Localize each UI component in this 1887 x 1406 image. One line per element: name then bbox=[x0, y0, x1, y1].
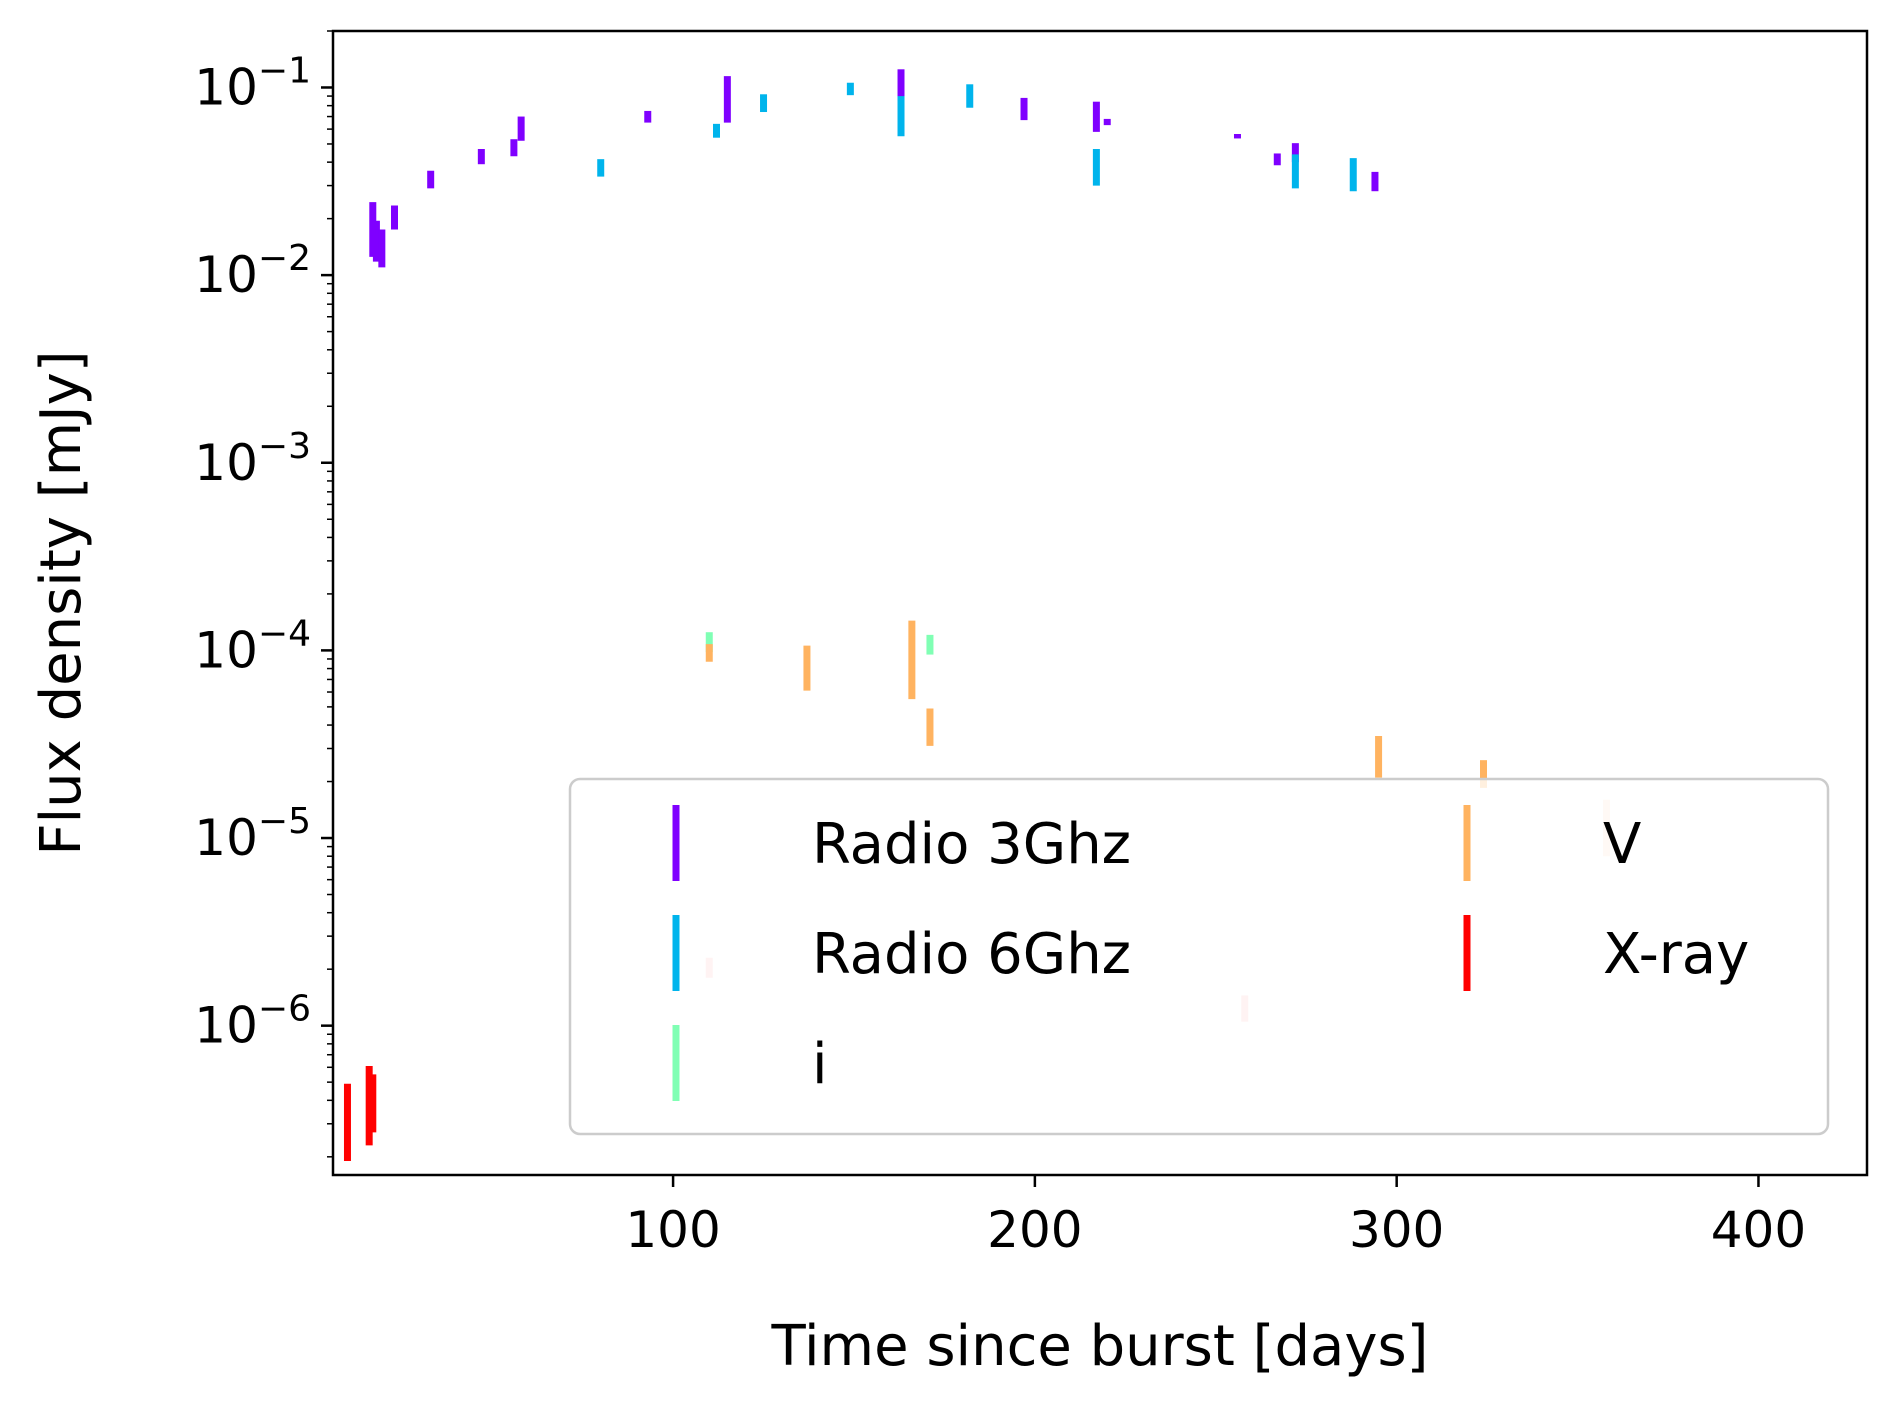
legend: Radio 3Ghz Radio 6Ghz i V X-ray bbox=[568, 777, 1830, 1136]
y-tick-label-1: 10−5 bbox=[194, 801, 311, 867]
legend-label-1-1: X-ray bbox=[1603, 922, 1749, 987]
y-tick-label-2: 10−4 bbox=[194, 613, 311, 679]
y-tick-label-3: 10−3 bbox=[194, 426, 311, 492]
x-tick-label-3: 400 bbox=[1711, 1201, 1806, 1259]
legend-label-0-0: Radio 3Ghz bbox=[812, 812, 1131, 877]
x-tick-label-2: 300 bbox=[1349, 1201, 1444, 1259]
y-tick-label-0: 10−6 bbox=[194, 989, 311, 1055]
x-tick-label-1: 200 bbox=[987, 1201, 1082, 1259]
legend-label-0-2: i bbox=[812, 1032, 828, 1097]
y-tick-label-4: 10−2 bbox=[194, 238, 311, 304]
y-axis: 10−6 10−5 10−4 10−3 10−2 10−1 bbox=[194, 30, 333, 1158]
x-axis-title: Time since burst [days] bbox=[771, 1314, 1429, 1379]
plot-frame bbox=[331, 29, 1869, 1177]
legend-label-0-1: Radio 6Ghz bbox=[812, 922, 1131, 987]
legend-box bbox=[568, 777, 1830, 1136]
y-axis-title: Flux density [mJy] bbox=[29, 350, 94, 855]
x-tick-label-0: 100 bbox=[625, 1201, 720, 1259]
legend-label-1-0: V bbox=[1603, 812, 1641, 877]
x-axis: 100 200 300 400 bbox=[625, 1175, 1806, 1259]
y-tick-label-5: 10−1 bbox=[194, 50, 311, 116]
